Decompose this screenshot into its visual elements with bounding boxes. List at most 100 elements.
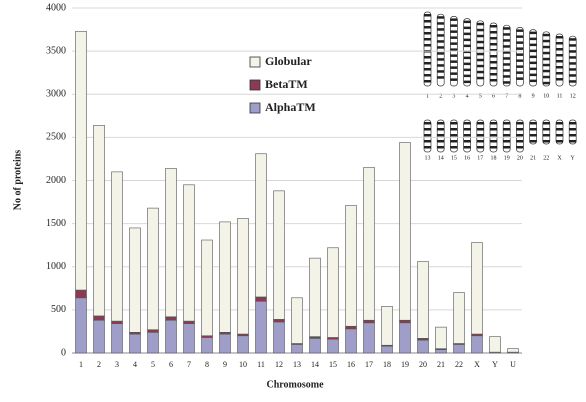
bar-segment: [94, 125, 105, 316]
bar-segment: [490, 337, 501, 353]
ideogram-band: [556, 128, 563, 131]
ideogram-band: [516, 77, 523, 80]
ideogram-band: [424, 122, 431, 125]
ideogram-band: [450, 24, 457, 27]
ideogram-band: [516, 59, 523, 62]
ideogram-band: [530, 56, 537, 59]
y-tick-label: 3500: [46, 45, 66, 56]
ideogram-band: [477, 59, 484, 62]
ideogram-band: [424, 44, 431, 47]
ideogram-band: [530, 122, 537, 125]
x-tick-label: 5: [151, 360, 155, 369]
x-tick-label: 20: [419, 360, 427, 369]
ideogram-band: [556, 72, 563, 75]
ideogram-band: [503, 33, 510, 36]
legend-label: AlphaTM: [265, 100, 316, 114]
ideogram-band: [543, 134, 550, 137]
ideogram-band: [490, 134, 497, 137]
ideogram-band: [490, 140, 497, 143]
ideogram-band: [569, 122, 576, 125]
ideogram-band: [543, 82, 550, 85]
ideogram-band: [450, 140, 457, 143]
ideogram-band: [490, 146, 497, 149]
page: No of proteins Chromosome 12345678910111…: [0, 0, 586, 402]
ideogram-band: [569, 62, 576, 64]
ideogram: 15: [450, 120, 457, 161]
ideogram-band: [490, 31, 497, 34]
bar-segment: [274, 319, 285, 322]
ideogram-band: [543, 128, 550, 131]
x-tick-label: 12: [275, 360, 283, 369]
ideogram-band: [450, 60, 457, 63]
ideogram-label: 20: [517, 155, 523, 161]
ideogram-band: [543, 40, 550, 43]
ideogram-band: [516, 71, 523, 74]
x-tick-label: 2: [97, 360, 101, 369]
x-tick-label: 17: [365, 360, 373, 369]
ideogram-band: [503, 45, 510, 48]
bar-segment: [166, 168, 177, 316]
ideogram-band: [569, 38, 576, 41]
ideogram: 19: [503, 120, 510, 161]
ideogram-band: [556, 54, 563, 57]
ideogram-band: [569, 74, 576, 77]
bar-segment: [310, 338, 321, 353]
ideogram-band: [450, 54, 457, 57]
x-tick-label: 21: [437, 360, 445, 369]
legend-swatch: [250, 80, 260, 90]
bar-segment: [346, 206, 357, 327]
x-tick-label: 7: [187, 360, 191, 369]
ideogram-band: [477, 146, 484, 149]
ideogram-band: [503, 81, 510, 84]
bar-segment: [418, 340, 429, 353]
x-tick-label: 16: [347, 360, 355, 369]
ideogram-band: [556, 48, 563, 51]
bar-segment: [94, 320, 105, 353]
ideogram-band: [424, 128, 431, 131]
bar-segment: [382, 346, 393, 353]
bar-segment: [94, 316, 105, 320]
ideogram-band: [424, 14, 431, 17]
ideogram-band: [437, 40, 444, 43]
bar-segment: [400, 320, 411, 323]
ideogram-band: [450, 48, 457, 51]
ideogram-label: X: [557, 155, 562, 161]
x-tick-label: 13: [293, 360, 301, 369]
ideogram-band: [556, 36, 563, 39]
ideogram-band: [450, 18, 457, 21]
ideogram-band: [464, 122, 471, 125]
ideogram-band: [424, 38, 431, 41]
legend-swatch: [250, 103, 260, 113]
ideogram-band: [450, 128, 457, 131]
ideogram-band: [464, 27, 471, 30]
ideogram-band: [543, 140, 550, 143]
bar-segment: [184, 185, 195, 321]
ideogram-band: [424, 56, 431, 59]
ideogram-label: 22: [543, 155, 549, 161]
y-tick-label: 1500: [46, 218, 66, 229]
x-tick-label: 6: [169, 360, 173, 369]
ideogram-band: [516, 128, 523, 131]
ideogram-band: [450, 36, 457, 39]
bar-segment: [400, 323, 411, 353]
ideogram-band: [464, 39, 471, 42]
ideogram-band: [516, 146, 523, 149]
ideogram-band: [424, 20, 431, 23]
x-tick-label: 14: [311, 360, 319, 369]
ideogram-band: [437, 70, 444, 73]
ideogram-band: [490, 61, 497, 64]
ideogram-band: [516, 122, 523, 125]
ideogram-band: [556, 66, 563, 69]
ideogram-band: [503, 63, 510, 65]
ideogram-band: [516, 47, 523, 50]
ideogram-band: [437, 140, 444, 143]
bar-segment: [112, 324, 123, 353]
ideogram-band: [450, 30, 457, 33]
ideogram-band: [569, 56, 576, 59]
ideogram-band: [569, 140, 576, 143]
bar-segment: [328, 248, 339, 338]
bar-segment: [256, 297, 267, 301]
ideogram-band: [490, 122, 497, 125]
ideogram-band: [503, 39, 510, 42]
ideogram-band: [437, 34, 444, 37]
